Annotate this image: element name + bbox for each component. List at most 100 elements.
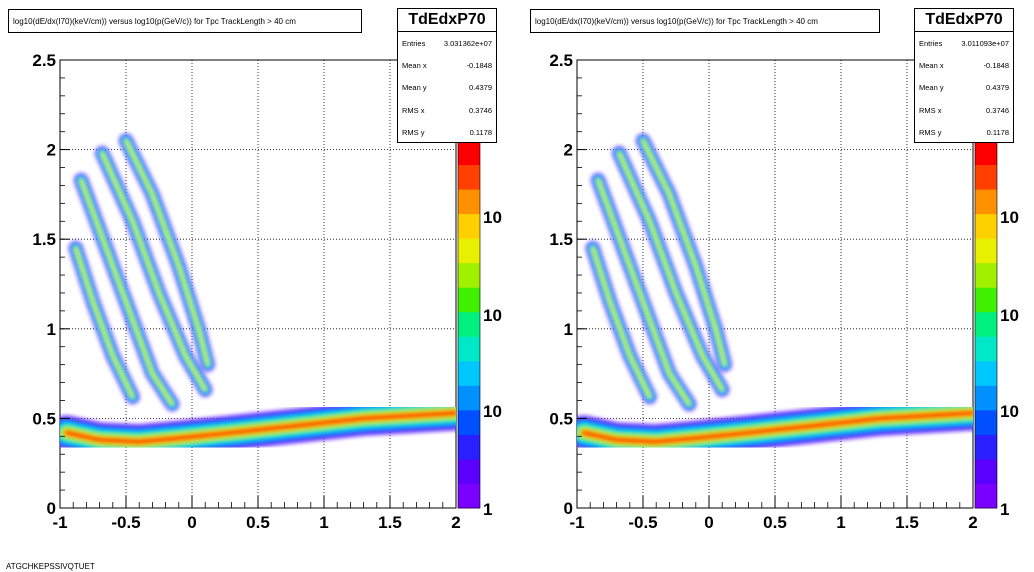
heatmap-band bbox=[585, 241, 657, 404]
heatmap-band bbox=[591, 173, 697, 412]
color-scale-bar: 11010100 bbox=[974, 110, 1019, 519]
x-tick-label: 0.5 bbox=[246, 513, 270, 532]
stats-histogram-name: TdEdxP70 bbox=[398, 9, 496, 32]
stats-label: Entries bbox=[402, 38, 426, 48]
color-scale-segment bbox=[458, 262, 480, 288]
stats-row: Mean x -0.1848 bbox=[915, 54, 1013, 76]
x-tick-label: 1.5 bbox=[378, 513, 402, 532]
band-layer bbox=[618, 152, 724, 391]
color-scale-segment bbox=[458, 213, 480, 239]
color-scale-segment bbox=[975, 336, 997, 362]
stats-row: Entries 3.011093e+07 bbox=[915, 32, 1013, 54]
stats-value: 3.031362e+07 bbox=[443, 38, 492, 48]
color-scale-segment bbox=[458, 385, 480, 411]
color-scale-segment bbox=[975, 213, 997, 239]
band-layer bbox=[125, 139, 209, 366]
color-scale-segment bbox=[975, 164, 997, 190]
x-tick-label: -1 bbox=[569, 513, 584, 532]
color-scale-bar: 11010100 bbox=[457, 110, 502, 519]
x-tick-label: 0 bbox=[704, 513, 713, 532]
stats-row: RMS y 0.1178 bbox=[398, 122, 496, 144]
stats-value: 0.3746 bbox=[986, 105, 1009, 115]
y-tick-label: 1.5 bbox=[32, 230, 56, 249]
color-scale-label: 1 bbox=[483, 500, 492, 519]
stats-value: -0.1848 bbox=[983, 61, 1009, 71]
y-tick-label: 0.5 bbox=[32, 409, 56, 428]
band-layer bbox=[65, 411, 456, 444]
stats-box: TdEdxP70 Entries 3.011093e+07 Mean x -0.18… bbox=[914, 8, 1014, 143]
stats-row: Mean y 0.4379 bbox=[398, 77, 496, 99]
x-tick-label: 2 bbox=[451, 513, 460, 532]
color-scale-segment bbox=[458, 336, 480, 362]
stats-value: 0.3746 bbox=[469, 105, 492, 115]
stats-row: Entries 3.031362e+07 bbox=[398, 32, 496, 54]
color-scale-segment bbox=[458, 458, 480, 484]
stats-label: RMS x bbox=[402, 105, 425, 115]
color-scale-segment bbox=[975, 238, 997, 264]
color-scale-segment bbox=[975, 311, 997, 337]
x-tick-label: 1.5 bbox=[895, 513, 919, 532]
x-tick-label: 1 bbox=[319, 513, 328, 532]
y-tick-label: 1 bbox=[47, 320, 56, 339]
y-tick-label: 2 bbox=[564, 141, 573, 160]
heatmap-band bbox=[636, 133, 732, 372]
stats-value: 3.011093e+07 bbox=[961, 38, 1009, 48]
stats-label: Mean y bbox=[919, 83, 944, 93]
color-scale-label: 10 bbox=[483, 402, 502, 421]
color-scale-segment bbox=[975, 360, 997, 386]
axes: -1 -0.5 0 0.5 1 1.5 2 0 0.5 1 1.5 2 2.5 bbox=[549, 51, 977, 532]
color-scale-segment bbox=[458, 164, 480, 190]
stats-row: RMS x 0.3746 bbox=[915, 99, 1013, 121]
heatmap-bands bbox=[60, 133, 456, 459]
heatmap-band bbox=[612, 146, 730, 397]
heatmap-band bbox=[68, 241, 140, 404]
stats-label: Mean x bbox=[919, 61, 944, 71]
band-layer bbox=[582, 411, 973, 444]
stats-row: Mean y 0.4379 bbox=[915, 77, 1013, 99]
stats-label: RMS y bbox=[919, 128, 942, 138]
stats-box: TdEdxP70 Entries 3.031362e+07 Mean x -0.18… bbox=[397, 8, 497, 143]
y-tick-label: 2.5 bbox=[549, 51, 573, 70]
heatmap-band bbox=[119, 133, 215, 372]
stats-value: 0.1178 bbox=[469, 128, 492, 138]
x-tick-label: 0 bbox=[187, 513, 196, 532]
color-scale-segment bbox=[975, 458, 997, 484]
stats-label: Entries bbox=[919, 38, 943, 48]
color-scale-segment bbox=[975, 385, 997, 411]
color-scale-label: 10 bbox=[1000, 402, 1019, 421]
x-tick-label: 1 bbox=[836, 513, 845, 532]
stats-value: 0.4379 bbox=[986, 83, 1009, 93]
color-scale-label: 10 bbox=[483, 208, 502, 227]
y-tick-label: 0.5 bbox=[549, 409, 573, 428]
color-scale-label: 10 bbox=[1000, 208, 1019, 227]
stats-value: 0.4379 bbox=[469, 83, 492, 93]
x-tick-label: -1 bbox=[52, 513, 67, 532]
y-tick-label: 0 bbox=[47, 499, 56, 518]
plot-title: log10(dE/dx(I70)(keV/cm)) versus log10(p… bbox=[530, 9, 880, 33]
heatmap-band bbox=[74, 173, 180, 412]
axes: -1 -0.5 0 0.5 1 1.5 2 0 0.5 1 1.5 2 2.5 bbox=[32, 51, 460, 532]
stats-label: Mean y bbox=[402, 83, 427, 93]
color-scale-segment bbox=[458, 140, 480, 166]
stats-label: Mean x bbox=[402, 61, 427, 71]
color-scale-segment bbox=[458, 360, 480, 386]
band-layer bbox=[101, 152, 207, 391]
y-tick-label: 1 bbox=[564, 320, 573, 339]
x-tick-label: 2 bbox=[968, 513, 977, 532]
color-scale-segment bbox=[975, 287, 997, 313]
y-tick-label: 2 bbox=[47, 141, 56, 160]
color-scale-segment bbox=[458, 287, 480, 313]
x-tick-label: 0.5 bbox=[763, 513, 787, 532]
heatmap-band bbox=[577, 396, 973, 459]
y-tick-label: 1.5 bbox=[549, 230, 573, 249]
color-scale-label: 1 bbox=[1000, 500, 1009, 519]
y-tick-label: 0 bbox=[564, 499, 573, 518]
band-layer bbox=[80, 179, 174, 406]
x-tick-label: -0.5 bbox=[628, 513, 657, 532]
stats-row: Mean x -0.1848 bbox=[398, 54, 496, 76]
color-scale-segment bbox=[458, 189, 480, 215]
y-tick-label: 2.5 bbox=[32, 51, 56, 70]
